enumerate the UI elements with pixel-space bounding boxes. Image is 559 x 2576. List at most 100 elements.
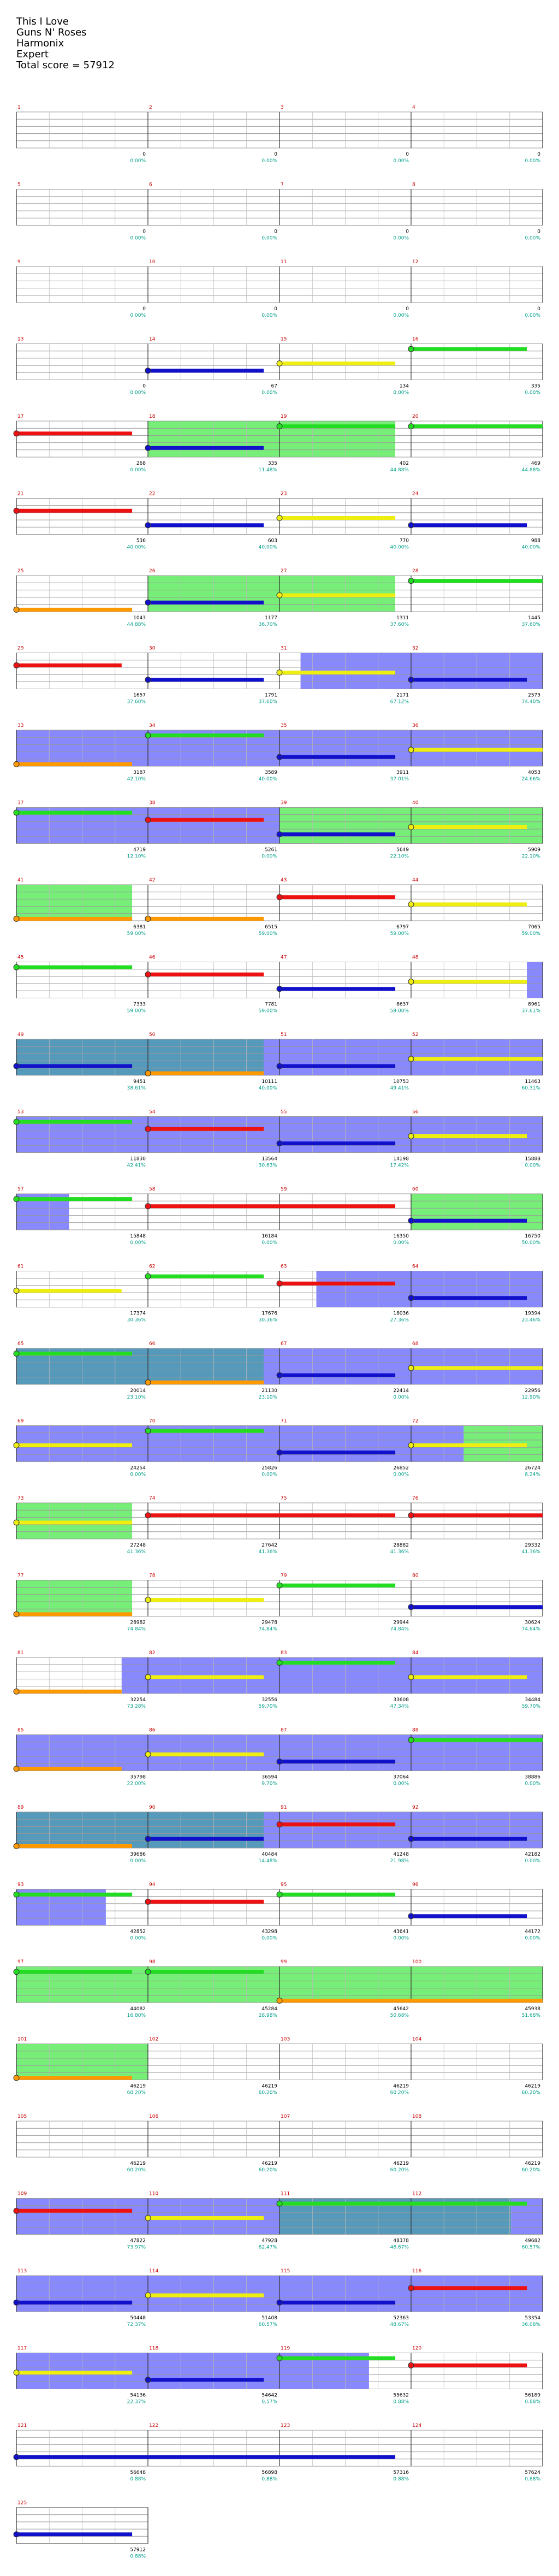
measure-percent: 0.00% [261, 1472, 277, 1478]
note-blue [408, 1913, 414, 1920]
measure-percent: 23.10% [127, 1395, 146, 1400]
note-blue [276, 1758, 283, 1765]
note-red [408, 1512, 414, 1519]
song-header: This I Love Guns N' Roses Harmonix Exper… [16, 16, 115, 71]
measure-number: 69 [17, 1419, 24, 1424]
measure-score: 7065 [528, 925, 540, 930]
measure-number: 111 [281, 2192, 290, 2197]
measure-percent: 37.60% [259, 700, 278, 705]
measure-number: 125 [17, 2501, 27, 2506]
highlight-region [527, 962, 543, 998]
measure-percent: 17.42% [390, 1163, 409, 1169]
note-blue [145, 677, 151, 683]
measure-percent: 0.00% [130, 236, 146, 241]
measure-percent: 37.61% [522, 1009, 541, 1014]
measure-percent: 59.70% [522, 1704, 541, 1709]
measure-percent: 0.00% [261, 236, 277, 241]
measure-percent: 74.84% [390, 1627, 409, 1632]
difficulty-label: Expert [16, 49, 49, 60]
measure-percent: 50.00% [522, 1240, 541, 1246]
measure-number: 73 [17, 1496, 23, 1501]
note-orange [145, 915, 151, 922]
measure-score: 25826 [261, 1466, 277, 1471]
measure-percent: 36.70% [259, 622, 278, 627]
measure-number: 86 [149, 1728, 156, 1733]
measure-score: 4053 [528, 770, 540, 775]
measure-percent: 0.00% [393, 236, 409, 241]
measure-percent: 0.00% [393, 158, 409, 164]
measure-score: 19394 [525, 1311, 540, 1317]
measure-score: 603 [268, 538, 277, 544]
measure-score: 5261 [265, 848, 277, 853]
measure-score: 335 [531, 384, 540, 389]
note-red [13, 507, 20, 514]
measure-percent: 0.00% [130, 467, 146, 473]
measure-score: 335 [268, 461, 277, 466]
measure-score: 41248 [393, 1852, 409, 1857]
note-blue [13, 1063, 20, 1069]
measure-number: 41 [17, 878, 23, 883]
measure-score: 42182 [525, 1852, 540, 1857]
measure-percent: 40.00% [127, 545, 146, 550]
measure-score: 24254 [130, 1466, 146, 1471]
measure-score: 50448 [130, 2316, 146, 2321]
measure-number: 93 [17, 1882, 23, 1888]
measure-number: 81 [17, 1650, 23, 1656]
measure-number: 35 [281, 723, 287, 729]
note-yellow [145, 2292, 151, 2299]
measure-percent: 21.98% [390, 1858, 409, 1864]
measure-number: 108 [412, 2114, 421, 2119]
measure-score: 16350 [393, 1234, 409, 1239]
measure-number: 57 [17, 1187, 23, 1192]
measure-number: 16 [412, 337, 419, 342]
measure-percent: 60.20% [390, 2168, 409, 2173]
note-blue [408, 1604, 414, 1610]
note-blue [276, 1372, 283, 1378]
measure-number: 55 [281, 1110, 287, 1115]
note-green [13, 809, 20, 816]
measure-score: 1657 [133, 693, 146, 698]
measure-score: 16750 [525, 1234, 540, 1239]
measure-score: 46219 [525, 2161, 540, 2166]
measure-percent: 12.10% [127, 854, 146, 860]
measure-score: 33608 [393, 1697, 409, 1703]
measure-percent: 37.01% [390, 777, 409, 782]
note-blue [145, 445, 151, 451]
measure-score: 0 [274, 152, 277, 157]
measure-number: 29 [17, 646, 24, 652]
measure-number: 50 [149, 1032, 156, 1038]
note-yellow [145, 1674, 151, 1680]
measure-percent: 0.00% [261, 158, 277, 164]
measure-score: 55632 [393, 2393, 409, 2399]
note-green [276, 1891, 283, 1898]
measure-score: 1177 [265, 615, 277, 621]
measure-number: 13 [17, 337, 23, 342]
measure-number: 82 [149, 1650, 155, 1656]
measure-percent: 37.60% [127, 700, 146, 705]
measure-score: 1043 [133, 615, 146, 621]
measure-number: 9 [17, 259, 21, 265]
measure-percent: 0.00% [261, 390, 277, 396]
measure-number: 2 [149, 105, 152, 110]
measure-percent: 0.00% [261, 1936, 277, 1941]
measure-percent: 40.00% [390, 545, 409, 550]
measure-score: 28982 [130, 1620, 146, 1626]
measure-score: 10753 [393, 1079, 409, 1085]
measure-percent: 74.84% [127, 1627, 146, 1632]
measure-number: 22 [149, 491, 155, 497]
measure-number: 124 [412, 2423, 421, 2429]
measure-number: 84 [412, 1650, 419, 1656]
measure-percent: 27.36% [390, 1318, 409, 1323]
measure-number: 3 [281, 105, 284, 110]
note-green [13, 1196, 20, 1203]
note-blue [145, 1835, 151, 1842]
measure-number: 17 [17, 414, 23, 419]
measure-score: 0 [406, 306, 409, 312]
measure-percent: 0.00% [393, 1781, 409, 1787]
note-red [145, 1512, 151, 1519]
measure-percent: 59.00% [390, 931, 409, 937]
measure-number: 122 [149, 2423, 158, 2429]
measure-percent: 67.12% [390, 700, 409, 705]
measure-percent: 50.68% [390, 2013, 409, 2018]
measure-percent: 62.47% [259, 2245, 278, 2251]
